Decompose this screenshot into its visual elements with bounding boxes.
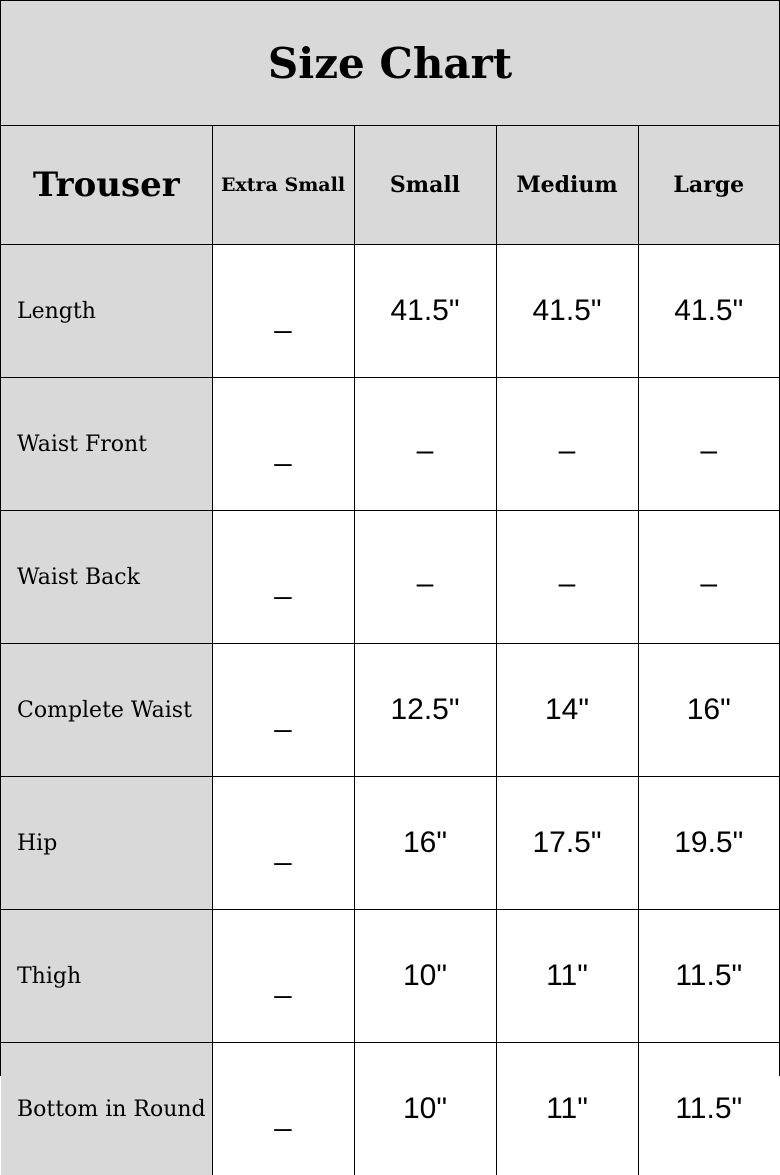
header-extra-small: Extra Small	[212, 126, 354, 245]
row-label: Waist Front	[1, 378, 212, 511]
size-value-cell: _	[212, 777, 354, 910]
row-label: Waist Back	[1, 511, 212, 644]
header-trouser: Trouser	[1, 126, 212, 245]
row-label: Length	[1, 245, 212, 378]
size-value-cell: 19.5"	[638, 777, 779, 910]
table-row: Length_41.5"41.5"41.5"	[1, 245, 779, 378]
table-row: Complete Waist_12.5"14"16"	[1, 644, 779, 777]
size-chart: Size Chart Trouser Extra Small Small Med…	[0, 0, 780, 1076]
header-row: Trouser Extra Small Small Medium Large	[1, 126, 779, 245]
table-row: Waist Back_–––	[1, 511, 779, 644]
size-value-cell: –	[354, 378, 496, 511]
size-value-cell: 41.5"	[638, 245, 779, 378]
size-value-cell: –	[496, 511, 638, 644]
size-value-cell: 16"	[638, 644, 779, 777]
size-value-cell: –	[638, 511, 779, 644]
row-label: Hip	[1, 777, 212, 910]
size-value-cell: _	[212, 644, 354, 777]
header-large: Large	[638, 126, 779, 245]
size-value-cell: 14"	[496, 644, 638, 777]
size-value-cell: 10"	[354, 910, 496, 1043]
size-value-cell: _	[212, 1043, 354, 1175]
chart-title: Size Chart	[1, 1, 779, 126]
table-row: Waist Front_–––	[1, 378, 779, 511]
row-label: Bottom in Round	[1, 1043, 212, 1175]
size-value-cell: _	[212, 511, 354, 644]
table-row: Thigh_10"11"11.5"	[1, 910, 779, 1043]
size-value-cell: 11.5"	[638, 910, 779, 1043]
size-value-cell: 12.5"	[354, 644, 496, 777]
header-small: Small	[354, 126, 496, 245]
size-value-cell: 11.5"	[638, 1043, 779, 1175]
table-row: Bottom in Round_10"11"11.5"	[1, 1043, 779, 1175]
size-value-cell: 10"	[354, 1043, 496, 1175]
size-value-cell: –	[354, 511, 496, 644]
size-value-cell: 41.5"	[496, 245, 638, 378]
size-value-cell: –	[496, 378, 638, 511]
size-table: Trouser Extra Small Small Medium Large L…	[1, 126, 779, 1175]
table-row: Hip_16"17.5"19.5"	[1, 777, 779, 910]
size-value-cell: _	[212, 245, 354, 378]
size-value-cell: 16"	[354, 777, 496, 910]
size-value-cell: 11"	[496, 1043, 638, 1175]
size-value-cell: 11"	[496, 910, 638, 1043]
row-label: Thigh	[1, 910, 212, 1043]
header-medium: Medium	[496, 126, 638, 245]
size-value-cell: _	[212, 910, 354, 1043]
size-value-cell: _	[212, 378, 354, 511]
size-value-cell: 17.5"	[496, 777, 638, 910]
size-value-cell: 41.5"	[354, 245, 496, 378]
row-label: Complete Waist	[1, 644, 212, 777]
size-value-cell: –	[638, 378, 779, 511]
